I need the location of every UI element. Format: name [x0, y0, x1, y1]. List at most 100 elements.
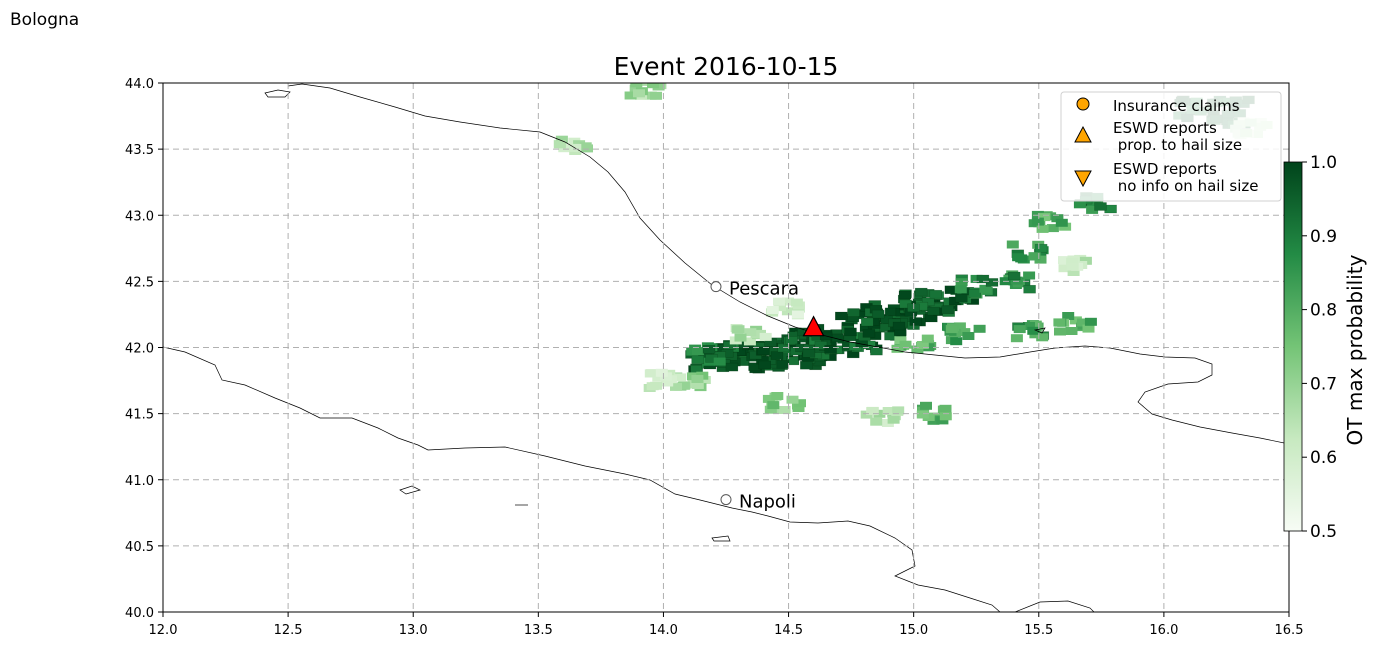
colorbar-tick-label: 0.5 [1310, 522, 1337, 542]
ot-cell [873, 409, 886, 418]
ot-cell [1046, 224, 1059, 233]
ot-cell [790, 298, 803, 307]
ot-cell [1029, 320, 1042, 329]
ot-cell [970, 274, 983, 283]
ot-cell [909, 317, 923, 326]
ot-cell [647, 83, 659, 89]
colorbar-tick-label: 0.9 [1310, 227, 1337, 247]
ot-cell [639, 83, 652, 86]
sardinia-tip [1014, 600, 1095, 612]
ot-cell [1073, 200, 1086, 209]
ot-cell [891, 344, 904, 353]
ot-cell [774, 303, 786, 312]
ot-cell [645, 369, 658, 378]
ot-cell [800, 360, 813, 370]
ot-cell [1012, 253, 1025, 262]
ot-cell [884, 331, 897, 341]
colorbar-tick-label: 0.7 [1310, 374, 1337, 394]
ot-cell [1066, 262, 1079, 271]
x-tick-label: 12.5 [274, 623, 303, 638]
x-tick-label: 14.5 [774, 623, 803, 638]
city-marker [720, 494, 732, 506]
ot-cell [916, 341, 929, 349]
y-tick-label: 44.0 [125, 77, 154, 92]
legend-label-eswd-size: ESWD reports prop. to hail size [1113, 119, 1242, 154]
x-tick-label: 16.0 [1149, 623, 1178, 638]
ot-cell [629, 84, 642, 93]
colorbar-tick-label: 1.0 [1310, 153, 1337, 173]
ot-cell [674, 373, 686, 382]
legend-label-line: prop. to hail size [1113, 136, 1242, 154]
ot-cell [1069, 316, 1082, 325]
ot-cell [1053, 318, 1066, 327]
ot-cell [750, 330, 763, 339]
x-tick-label: 14.0 [649, 623, 678, 638]
coastline [163, 83, 1289, 612]
ot-cell [1094, 202, 1107, 211]
ot-cell [1028, 252, 1041, 261]
ischia-island [711, 535, 731, 542]
ot-cell [633, 89, 645, 98]
ot-cell [882, 407, 895, 415]
colorbar-tick-label: 0.8 [1310, 301, 1337, 321]
eswd-report-marker [802, 315, 825, 337]
colorbar-tick-label: 0.6 [1310, 448, 1337, 468]
ot-cell [652, 373, 665, 382]
colorbar-bar [1283, 161, 1303, 532]
ot-cell [1065, 327, 1078, 335]
ot-cell [844, 327, 857, 337]
legend-triangle-up-icon [1074, 125, 1092, 143]
ot-cell [782, 297, 794, 306]
ot-cell [939, 412, 952, 421]
ot-cell [732, 325, 745, 334]
legend-circle-icon [1076, 97, 1090, 111]
ot-cell [955, 293, 968, 303]
ot-cell [1013, 325, 1026, 334]
ot-cell [691, 355, 705, 365]
ot-cell [1006, 240, 1019, 249]
legend-label-line: no info on hail size [1113, 177, 1258, 195]
ot-cell [759, 332, 772, 341]
ot-cell [927, 306, 940, 316]
ot-cell [758, 360, 771, 370]
map-title: Event 2016-10-15 [614, 52, 839, 81]
ot-cell [781, 307, 794, 316]
ot-cell [1054, 327, 1066, 336]
ot-cell [762, 394, 775, 403]
ot-cell [655, 368, 668, 377]
ot-cell [579, 142, 592, 151]
ot-cell [702, 345, 716, 354]
legend-label-insurance: Insurance claims [1113, 97, 1240, 115]
ot-cell [713, 357, 726, 366]
ot-cell [794, 399, 806, 408]
ot-cell [976, 274, 990, 284]
ot-cell [954, 285, 967, 294]
ot-cell [1036, 333, 1049, 342]
ot-cell [936, 416, 949, 425]
legend-label-eswd-no-info: ESWD reports no info on hail size [1113, 160, 1258, 195]
ot-cell [1038, 213, 1051, 222]
ot-cell [553, 140, 566, 149]
ot-cell [1010, 276, 1023, 285]
ot-cell [1062, 312, 1075, 320]
ot-cell [871, 309, 885, 319]
ot-cell [1086, 205, 1099, 214]
ot-cell [914, 287, 928, 297]
ot-cell [939, 404, 952, 413]
ot-cell [973, 324, 986, 333]
ot-cell [734, 333, 747, 342]
ot-cell [979, 284, 992, 293]
ot-cell [1036, 224, 1049, 233]
ot-cell [767, 401, 780, 410]
legend-label-line: ESWD reports [1113, 160, 1217, 178]
legend-triangle-down-icon [1074, 170, 1092, 188]
ot-cell [929, 289, 943, 299]
ot-cell [884, 307, 898, 317]
ot-cell [870, 417, 883, 426]
ot-cell [887, 415, 900, 424]
ot-cell [824, 345, 837, 354]
x-tick-label: 13.5 [524, 623, 553, 638]
ot-cell [1079, 256, 1092, 265]
ot-cell [646, 382, 659, 391]
